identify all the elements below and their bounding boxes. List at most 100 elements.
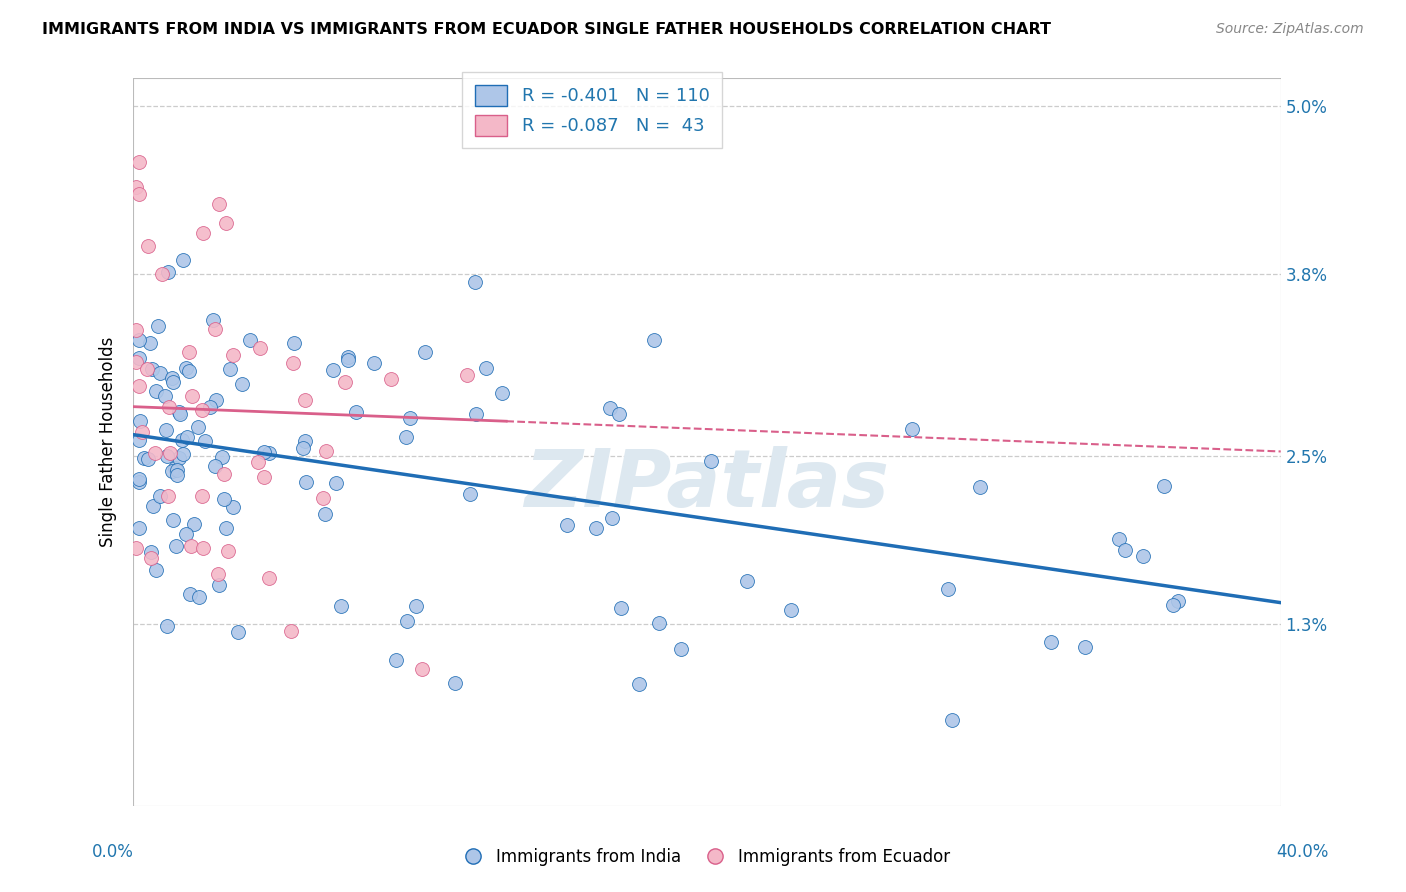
Point: [201, 313, 224, 327]
Point: [335, 375, 357, 389]
Point: [222, 500, 245, 515]
Point: [155, 449, 177, 463]
Text: ZIPatlas: ZIPatlas: [524, 446, 890, 524]
Legend: Immigrants from India, Immigrants from Ecuador: Immigrants from India, Immigrants from E…: [450, 842, 956, 873]
Point: [128, 434, 150, 448]
Point: [132, 450, 155, 465]
Point: [405, 599, 427, 613]
Point: [194, 434, 217, 449]
Point: [259, 571, 281, 585]
Point: [585, 521, 607, 535]
Point: [1114, 543, 1136, 558]
Point: [936, 582, 959, 597]
Point: [1167, 593, 1189, 607]
Point: [247, 455, 270, 469]
Point: [128, 154, 150, 169]
Point: [219, 362, 242, 376]
Point: [669, 642, 692, 657]
Point: [167, 405, 190, 419]
Point: [253, 470, 276, 484]
Point: [179, 586, 201, 600]
Point: [128, 475, 150, 490]
Point: [155, 423, 177, 437]
Point: [180, 539, 202, 553]
Point: [735, 574, 758, 588]
Point: [128, 521, 150, 535]
Point: [156, 265, 179, 279]
Point: [1040, 634, 1063, 648]
Text: Source: ZipAtlas.com: Source: ZipAtlas.com: [1216, 22, 1364, 37]
Point: [336, 350, 359, 364]
Point: [129, 414, 152, 428]
Point: [780, 603, 803, 617]
Point: [149, 489, 172, 503]
Point: [166, 539, 188, 553]
Point: [395, 430, 418, 444]
Point: [411, 662, 433, 676]
Point: [139, 335, 162, 350]
Point: [131, 425, 153, 439]
Point: [128, 472, 150, 486]
Point: [143, 446, 166, 460]
Point: [156, 618, 179, 632]
Point: [125, 355, 148, 369]
Point: [384, 653, 406, 667]
Point: [647, 615, 669, 630]
Point: [156, 489, 179, 503]
Point: [211, 450, 233, 464]
Point: [141, 362, 163, 376]
Point: [169, 407, 191, 421]
Point: [214, 521, 236, 535]
Point: [1153, 479, 1175, 493]
Point: [145, 563, 167, 577]
Point: [191, 541, 214, 556]
Point: [157, 400, 180, 414]
Point: [204, 392, 226, 407]
Point: [172, 252, 194, 267]
Point: [176, 526, 198, 541]
Point: [280, 624, 302, 638]
Point: [136, 238, 159, 252]
Point: [177, 345, 200, 359]
Point: [253, 445, 276, 459]
Point: [610, 601, 633, 615]
Point: [901, 422, 924, 436]
Point: [170, 433, 193, 447]
Point: [198, 400, 221, 414]
Point: [191, 403, 214, 417]
Point: [283, 336, 305, 351]
Point: [281, 356, 304, 370]
Point: [363, 356, 385, 370]
Point: [226, 624, 249, 639]
Point: [160, 464, 183, 478]
Point: [139, 545, 162, 559]
Point: [128, 187, 150, 202]
Point: [208, 196, 231, 211]
Point: [136, 452, 159, 467]
Point: [444, 676, 467, 690]
Point: [176, 429, 198, 443]
Point: [183, 517, 205, 532]
Point: [315, 444, 337, 458]
Point: [160, 371, 183, 385]
Point: [217, 544, 239, 558]
Point: [456, 368, 478, 382]
Point: [395, 615, 418, 629]
Point: [207, 567, 229, 582]
Point: [398, 411, 420, 425]
Point: [190, 489, 212, 503]
Point: [231, 376, 253, 391]
Point: [330, 599, 353, 614]
Point: [204, 458, 226, 473]
Point: [337, 353, 360, 368]
Point: [1108, 532, 1130, 546]
Point: [177, 363, 200, 377]
Point: [322, 363, 344, 377]
Point: [176, 361, 198, 376]
Point: [215, 216, 238, 230]
Point: [159, 446, 181, 460]
Point: [149, 367, 172, 381]
Point: [600, 510, 623, 524]
Point: [150, 267, 173, 281]
Point: [314, 507, 336, 521]
